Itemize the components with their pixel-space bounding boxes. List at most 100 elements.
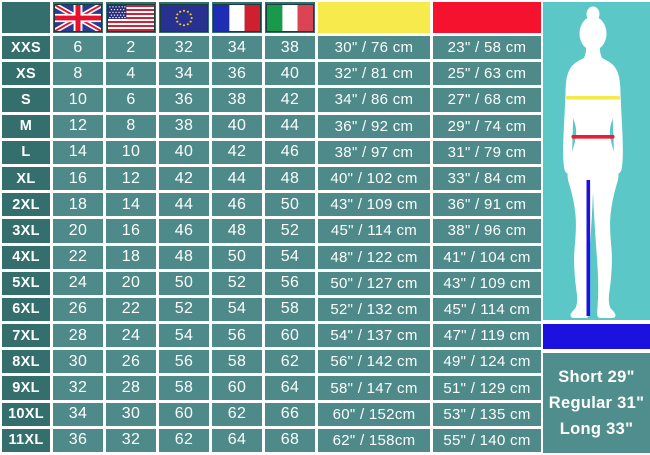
uk-value-6xl: 26 <box>53 297 103 322</box>
waist-value-7xl: 47" / 119 cm <box>433 324 541 348</box>
us-value-8xl: 26 <box>106 350 156 374</box>
corner-header-cell <box>2 2 50 33</box>
eu-value-10xl: 60 <box>159 402 209 426</box>
us-value-2xl: 14 <box>106 193 156 217</box>
us-value-m: 8 <box>106 114 156 138</box>
us-value-6xl: 22 <box>106 297 156 322</box>
bust-value-5xl: 50" / 127 cm <box>318 271 430 295</box>
it-value-5xl: 56 <box>265 271 315 295</box>
measurement-guide-panel: Short 29" Regular 31" Long 33" <box>543 2 650 453</box>
waist-value-8xl: 49" / 124 cm <box>433 350 541 374</box>
waist-value-5xl: 43" / 109 cm <box>433 271 541 295</box>
length-options-panel: Short 29" Regular 31" Long 33" <box>543 353 650 453</box>
silhouette-left-arm <box>563 68 574 174</box>
us-value-s: 6 <box>106 88 156 112</box>
bust-value-8xl: 56" / 142 cm <box>318 350 430 374</box>
size-label-xxs: XXS <box>2 36 50 60</box>
size-label-10xl: 10XL <box>2 402 50 426</box>
fr-value-xs: 36 <box>212 62 262 86</box>
waist-value-l: 31" / 79 cm <box>433 140 541 164</box>
uk-value-m: 12 <box>53 114 103 138</box>
us-value-7xl: 24 <box>106 324 156 348</box>
bust-value-9xl: 58" / 147 cm <box>318 376 430 400</box>
us-column-header <box>106 2 156 33</box>
waist-measure-line-icon <box>571 135 615 139</box>
us-flag-icon <box>107 3 155 32</box>
uk-value-8xl: 30 <box>53 350 103 374</box>
fr-value-6xl: 54 <box>212 297 262 322</box>
waist-value-9xl: 51" / 129 cm <box>433 376 541 400</box>
it-value-4xl: 54 <box>265 245 315 269</box>
it-value-xl: 48 <box>265 166 315 191</box>
it-value-9xl: 64 <box>265 376 315 400</box>
uk-value-10xl: 34 <box>53 402 103 426</box>
fr-value-9xl: 60 <box>212 376 262 400</box>
uk-value-9xl: 32 <box>53 376 103 400</box>
eu-value-m: 38 <box>159 114 209 138</box>
eu-value-8xl: 56 <box>159 350 209 374</box>
bust-value-2xl: 43" / 109 cm <box>318 193 430 217</box>
france-flag-icon <box>213 3 261 32</box>
bust-value-xs: 32" / 81 cm <box>318 62 430 86</box>
eu-flag-icon <box>160 3 208 32</box>
size-table: XXS 6 2 32 34 38 30" / 76 cm 23" / 58 cm XS 8 4 34 3… <box>2 2 541 452</box>
eu-value-7xl: 54 <box>159 324 209 348</box>
fr-value-10xl: 62 <box>212 402 262 426</box>
female-silhouette-icon <box>563 6 623 318</box>
uk-flag-icon <box>54 3 102 32</box>
it-value-xs: 40 <box>265 62 315 86</box>
uk-value-xl: 16 <box>53 166 103 191</box>
bust-value-3xl: 45" / 114 cm <box>318 219 430 243</box>
fr-value-s: 38 <box>212 88 262 112</box>
bust-value-s: 34" / 86 cm <box>318 88 430 112</box>
uk-column-header <box>53 2 103 33</box>
size-label-xs: XS <box>2 62 50 86</box>
bust-measure-line-icon <box>566 96 620 100</box>
us-value-5xl: 20 <box>106 271 156 295</box>
bust-value-6xl: 52" / 132 cm <box>318 297 430 322</box>
us-value-xxs: 2 <box>106 36 156 60</box>
size-label-4xl: 4XL <box>2 245 50 269</box>
bust-value-10xl: 60" / 152cm <box>318 402 430 426</box>
fr-value-l: 42 <box>212 140 262 164</box>
fr-value-2xl: 46 <box>212 193 262 217</box>
length-color-bar <box>543 324 650 349</box>
uk-value-3xl: 20 <box>53 219 103 243</box>
us-value-xs: 4 <box>106 62 156 86</box>
uk-value-11xl: 36 <box>53 428 103 452</box>
length-option-short: Short 29" <box>558 367 635 386</box>
waist-value-4xl: 41" / 104 cm <box>433 245 541 269</box>
it-value-3xl: 52 <box>265 219 315 243</box>
it-value-6xl: 58 <box>265 297 315 322</box>
uk-value-l: 14 <box>53 140 103 164</box>
us-value-l: 10 <box>106 140 156 164</box>
eu-value-xl: 42 <box>159 166 209 191</box>
uk-value-4xl: 22 <box>53 245 103 269</box>
fr-value-5xl: 52 <box>212 271 262 295</box>
uk-value-2xl: 18 <box>53 193 103 217</box>
inseam-measure-line-icon <box>586 180 591 316</box>
size-label-7xl: 7XL <box>2 324 50 348</box>
eu-value-5xl: 50 <box>159 271 209 295</box>
eu-value-3xl: 46 <box>159 219 209 243</box>
eu-value-s: 36 <box>159 88 209 112</box>
size-label-l: L <box>2 140 50 164</box>
bust-value-l: 38" / 97 cm <box>318 140 430 164</box>
waist-value-2xl: 36" / 91 cm <box>433 193 541 217</box>
it-value-10xl: 66 <box>265 402 315 426</box>
fr-value-xl: 44 <box>212 166 262 191</box>
waist-value-xxs: 23" / 58 cm <box>433 36 541 60</box>
bust-value-7xl: 54" / 137 cm <box>318 324 430 348</box>
waist-value-3xl: 38" / 96 cm <box>433 219 541 243</box>
fr-value-7xl: 56 <box>212 324 262 348</box>
body-figure-box <box>543 2 650 320</box>
size-label-xl: XL <box>2 166 50 191</box>
waist-value-xl: 33" / 84 cm <box>433 166 541 191</box>
silhouette-body <box>567 43 619 318</box>
it-value-m: 44 <box>265 114 315 138</box>
eu-value-9xl: 58 <box>159 376 209 400</box>
fr-value-4xl: 50 <box>212 245 262 269</box>
size-label-m: M <box>2 114 50 138</box>
waist-value-10xl: 53" / 135 cm <box>433 402 541 426</box>
